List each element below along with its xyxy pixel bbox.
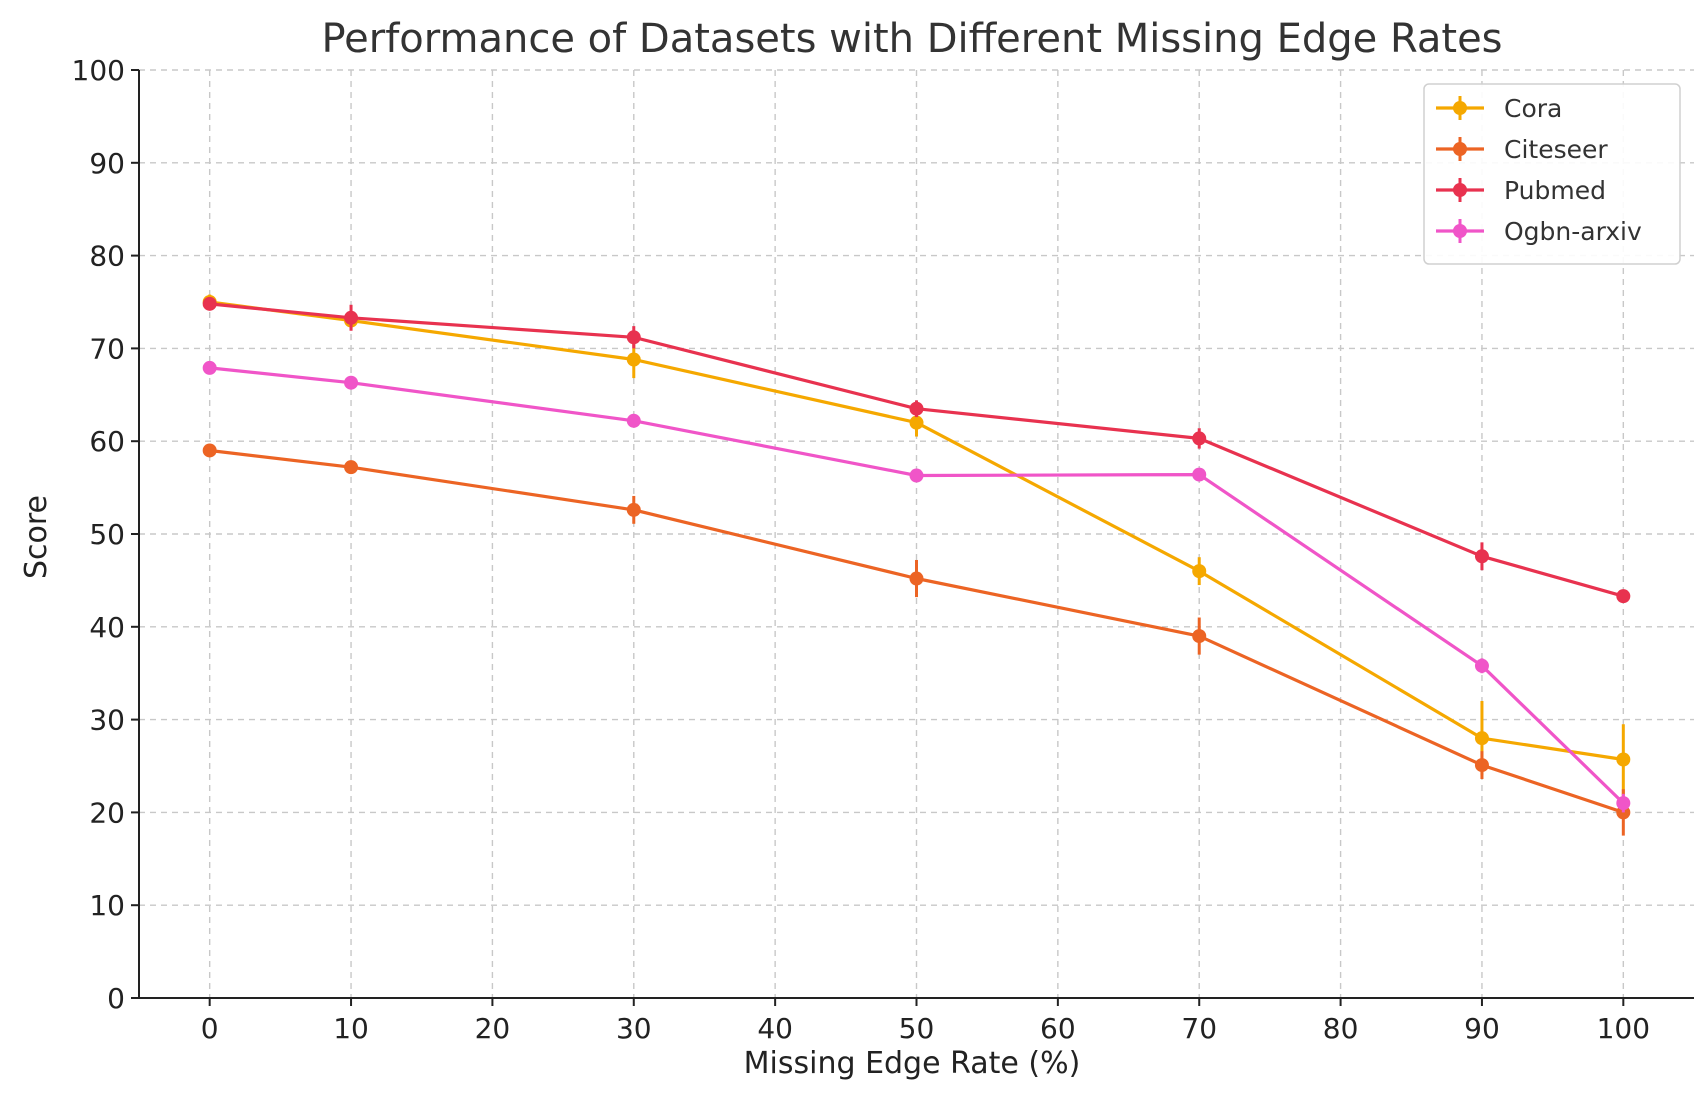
legend-item: Ogbn-arxiv bbox=[1436, 217, 1642, 246]
legend-item: Citeseer bbox=[1436, 135, 1608, 164]
data-point bbox=[1192, 431, 1207, 446]
x-tick-label: 70 bbox=[1181, 1012, 1217, 1045]
y-tick-label: 100 bbox=[72, 54, 125, 87]
series-pubmed bbox=[202, 296, 1631, 604]
chart-title: Performance of Datasets with Different M… bbox=[321, 16, 1502, 62]
y-tick-label: 30 bbox=[89, 704, 125, 737]
data-point bbox=[344, 460, 359, 475]
y-tick-label: 60 bbox=[89, 425, 125, 458]
legend-swatch-marker bbox=[1453, 183, 1467, 197]
x-tick-label: 10 bbox=[333, 1012, 369, 1045]
y-tick-label: 90 bbox=[89, 147, 125, 180]
data-point bbox=[626, 413, 641, 428]
axes: 0 10 20 30 40 50 60 70 80 90 100 0 10 20 30 40 50 60 70 80 9… bbox=[72, 54, 1694, 1045]
data-point bbox=[626, 352, 641, 367]
legend-label: Cora bbox=[1504, 94, 1562, 123]
legend-swatch-marker bbox=[1453, 142, 1467, 156]
y-tick-label: 50 bbox=[89, 518, 125, 551]
data-point bbox=[1474, 758, 1489, 773]
data-point bbox=[1192, 467, 1207, 482]
y-tick-label: 70 bbox=[89, 332, 125, 365]
series-layer bbox=[202, 294, 1631, 836]
y-tick-label: 10 bbox=[89, 889, 125, 922]
x-tick-label: 40 bbox=[757, 1012, 793, 1045]
legend: Cora Citeseer Pubmed Ogbn-arxiv bbox=[1423, 83, 1681, 265]
x-tick-label: 60 bbox=[1040, 1012, 1076, 1045]
legend-item: Cora bbox=[1436, 94, 1562, 123]
legend-label: Pubmed bbox=[1504, 176, 1606, 205]
data-point bbox=[202, 360, 217, 375]
data-point bbox=[1616, 796, 1631, 811]
data-point bbox=[1474, 658, 1489, 673]
legend-label: Citeseer bbox=[1504, 135, 1608, 164]
x-tick-label: 20 bbox=[475, 1012, 511, 1045]
x-axis-label: Missing Edge Rate (%) bbox=[744, 1046, 1081, 1081]
data-point bbox=[626, 502, 641, 517]
data-point bbox=[344, 310, 359, 325]
data-point bbox=[626, 330, 641, 345]
data-point bbox=[909, 468, 924, 483]
y-tick-label: 80 bbox=[89, 240, 125, 273]
data-point bbox=[202, 296, 217, 311]
data-point bbox=[909, 415, 924, 430]
data-point bbox=[202, 443, 217, 458]
data-point bbox=[1192, 629, 1207, 644]
data-point bbox=[909, 401, 924, 416]
data-point bbox=[909, 571, 924, 586]
legend-swatch-marker bbox=[1453, 101, 1467, 115]
legend-swatch-marker bbox=[1453, 224, 1467, 238]
data-point bbox=[1616, 752, 1631, 767]
series-ogbn-arxiv bbox=[202, 360, 1631, 813]
x-tick-label: 80 bbox=[1323, 1012, 1359, 1045]
x-tick-label: 30 bbox=[616, 1012, 652, 1045]
y-axis-label: Score bbox=[19, 495, 54, 579]
legend-box bbox=[1423, 83, 1681, 265]
series-citeseer bbox=[202, 443, 1631, 836]
data-point bbox=[344, 375, 359, 390]
y-tick-label: 0 bbox=[107, 982, 125, 1015]
y-tick-label: 40 bbox=[89, 611, 125, 644]
data-point bbox=[1474, 549, 1489, 564]
legend-item: Pubmed bbox=[1436, 176, 1606, 205]
y-tick-label: 20 bbox=[89, 796, 125, 829]
x-tick-label: 90 bbox=[1464, 1012, 1500, 1045]
data-point bbox=[1192, 564, 1207, 579]
x-tick-label: 50 bbox=[899, 1012, 935, 1045]
legend-label: Ogbn-arxiv bbox=[1504, 217, 1642, 246]
x-tick-label: 100 bbox=[1597, 1012, 1650, 1045]
x-tick-label: 0 bbox=[201, 1012, 219, 1045]
data-point bbox=[1474, 731, 1489, 746]
data-point bbox=[1616, 589, 1631, 604]
